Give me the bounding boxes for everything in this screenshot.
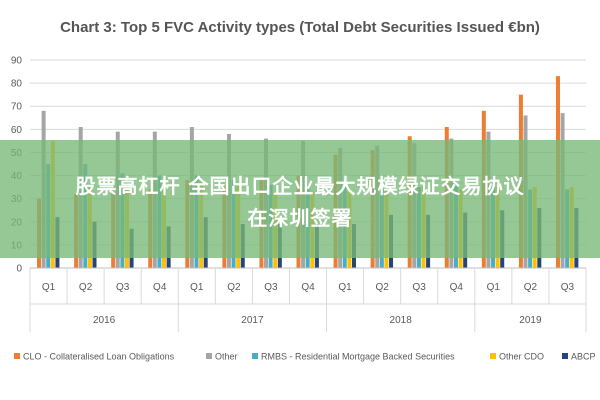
x-tick-label: Q3 (561, 282, 575, 293)
chart-title: Chart 3: Top 5 FVC Activity types (Total… (60, 19, 540, 36)
x-tick-label: Q4 (153, 282, 167, 293)
x-tick-label: Q3 (116, 282, 130, 293)
year-label: 2017 (241, 315, 264, 326)
legend-swatch (562, 353, 568, 359)
x-tick-label: Q2 (524, 282, 538, 293)
x-tick-label: Q3 (413, 282, 427, 293)
legend-label: CLO - Collateralised Loan Obligations (23, 352, 175, 362)
watermark-banner (0, 140, 600, 258)
y-tick-label: 70 (11, 102, 23, 113)
legend-label: RMBS - Residential Mortgage Backed Secur… (261, 352, 455, 362)
year-label: 2016 (93, 315, 116, 326)
watermark-text: 股票高杠杆 全国出口企业最大规模绿证交易协议 在深圳签署 (20, 170, 580, 234)
legend-swatch (14, 353, 20, 359)
year-label: 2018 (390, 315, 413, 326)
x-tick-label: Q2 (375, 282, 389, 293)
year-label: 2019 (519, 315, 542, 326)
legend-swatch (206, 353, 212, 359)
legend-label: ABCP (571, 352, 596, 362)
y-tick-label: 60 (11, 125, 23, 136)
y-tick-label: 0 (16, 264, 22, 275)
legend-swatch (252, 353, 258, 359)
watermark-line-1: 股票高杠杆 全国出口企业最大规模绿证交易协议 (75, 174, 525, 198)
legend-label: Other (215, 352, 238, 362)
x-tick-label: Q1 (487, 282, 501, 293)
x-tick-label: Q2 (227, 282, 241, 293)
x-axis: Q1 Q2 Q3 Q4 Q1 Q2 Q3 Q4 Q1 Q2 Q3 Q4 Q1 Q2 Q3 2016 2017 20… (29, 267, 587, 332)
x-tick-label: Q1 (42, 282, 56, 293)
x-tick-label: Q4 (301, 282, 315, 293)
legend: CLO - Collateralised Loan Obligations Oth… (14, 352, 596, 362)
x-tick-label: Q4 (450, 282, 464, 293)
legend-label: Other CDO (499, 352, 544, 362)
y-tick-label: 80 (11, 79, 23, 90)
y-tick-label: 90 (11, 56, 23, 67)
watermark-line-2: 在深圳签署 (247, 206, 353, 230)
x-tick-label: Q1 (190, 282, 204, 293)
x-tick-label: Q3 (264, 282, 278, 293)
x-tick-label: Q1 (338, 282, 352, 293)
x-tick-label: Q2 (79, 282, 93, 293)
legend-swatch (490, 353, 496, 359)
